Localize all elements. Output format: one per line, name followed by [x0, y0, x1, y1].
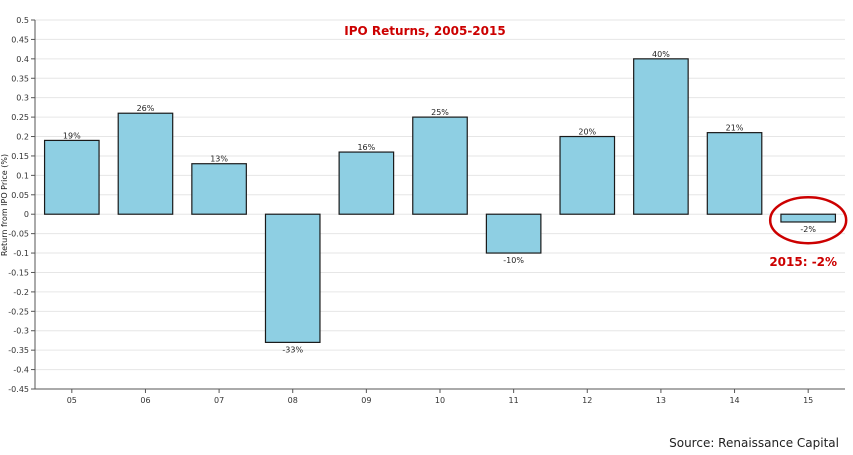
data-label-07: 13%: [210, 155, 228, 164]
x-tick-label: 06: [140, 396, 150, 405]
y-tick-label: -0.05: [8, 230, 29, 239]
y-tick-label: 0.15: [11, 152, 29, 161]
y-tick-label: -0.3: [13, 327, 29, 336]
y-tick-label: -0.25: [8, 307, 29, 316]
x-tick-label: 05: [67, 396, 77, 405]
data-labels: 19% 26% 13% -33% 16% 25% -10% 20% 40% 21% -2%: [63, 50, 816, 355]
y-tick-label: 0: [24, 210, 29, 219]
y-tick-label: 0.45: [11, 35, 29, 44]
data-label-13: 40%: [652, 50, 670, 59]
annotation-highlight-ellipse: [768, 195, 848, 245]
y-tick-label: 0.3: [16, 94, 29, 103]
y-tick-label: 0.5: [16, 16, 29, 25]
y-tick-label: 0.05: [11, 191, 29, 200]
data-label-11: -10%: [503, 256, 524, 265]
data-label-08: -33%: [282, 345, 303, 354]
data-label-10: 25%: [431, 108, 449, 117]
data-label-14: 21%: [726, 124, 744, 133]
bar-07: [191, 163, 247, 215]
bar-12: [559, 135, 616, 215]
y-tick-label: -0.4: [13, 366, 29, 375]
bar-11: [485, 213, 542, 254]
bar-15: [780, 213, 837, 223]
x-tick-label: 09: [361, 396, 371, 405]
x-tick-label: 08: [288, 396, 298, 405]
x-tick-label: 07: [214, 396, 224, 405]
bar-08: [264, 213, 321, 343]
data-label-09: 16%: [357, 143, 375, 152]
y-tick-label: -0.15: [8, 268, 29, 277]
data-label-06: 26%: [137, 104, 155, 113]
y-tick-label: 0.35: [11, 74, 29, 83]
chart-title: IPO Returns, 2005-2015: [344, 24, 505, 38]
x-tick-label: 14: [729, 396, 739, 405]
y-tick-label: 0.1: [16, 171, 29, 180]
y-tick-label: 0.2: [16, 133, 29, 142]
y-tick-label: 0.4: [16, 55, 29, 64]
annotation-text: 2015: -2%: [769, 255, 837, 269]
y-tick-label: 0.25: [11, 113, 29, 122]
data-label-15: -2%: [800, 225, 816, 234]
x-tick-label: 12: [582, 396, 592, 405]
y-tick-label: -0.1: [13, 249, 29, 258]
source-note: Source: Renaissance Capital: [669, 436, 839, 450]
x-tick-label: 15: [803, 396, 813, 405]
y-tick-label: -0.35: [8, 346, 29, 355]
bar-14: [706, 132, 763, 215]
axes: 0.5 0.45 0.4 0.35 0.3 0.25 0.2 0.15 0.1 0.05 0 -0.0…: [8, 16, 845, 405]
data-label-12: 20%: [578, 128, 596, 137]
bar-05: [43, 139, 100, 215]
bar-13: [633, 58, 689, 215]
x-tick-label: 10: [435, 396, 445, 405]
x-tick-label: 11: [509, 396, 519, 405]
bars: [43, 58, 837, 343]
bar-09: [338, 151, 395, 215]
y-tick-label: -0.2: [13, 288, 29, 297]
x-tick-label: 13: [656, 396, 666, 405]
bar-06: [117, 112, 174, 215]
data-label-05: 19%: [63, 131, 81, 140]
y-axis-label: Return from IPO Price (%): [0, 154, 9, 256]
y-tick-label: -0.45: [8, 385, 29, 394]
bar-10: [412, 116, 468, 215]
